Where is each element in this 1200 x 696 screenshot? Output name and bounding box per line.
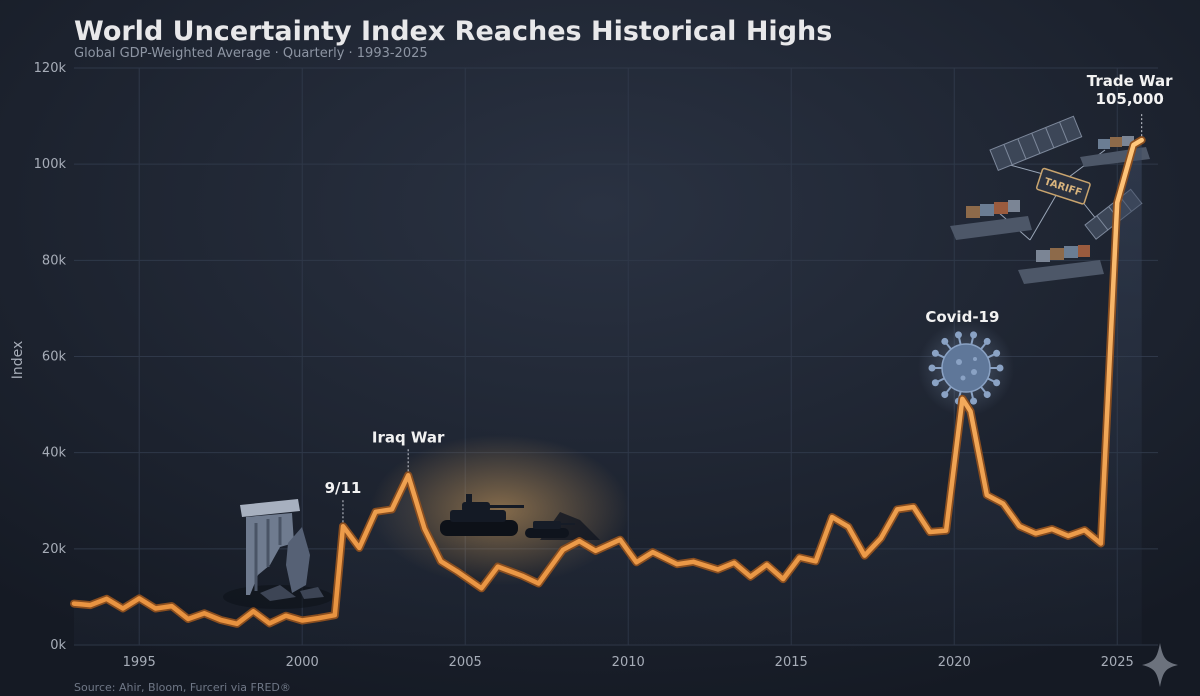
annotation-label: Trade War	[1087, 72, 1173, 90]
chart-subtitle: Global GDP-Weighted Average · Quarterly …	[74, 46, 428, 61]
sparkle-logo-icon	[1142, 643, 1178, 687]
y-axis-ticks: 0k 20k 40k 60k 80k 100k 120k	[34, 61, 67, 653]
x-tick-label: 2005	[449, 655, 482, 670]
source-note: Source: Ahir, Bloom, Furceri via FRED®	[74, 681, 291, 694]
y-tick-label: 60k	[42, 350, 67, 365]
y-tick-label: 80k	[42, 253, 67, 268]
x-tick-label: 1995	[123, 655, 156, 670]
x-tick-label: 2025	[1101, 655, 1134, 670]
x-axis-ticks: 1995 2000 2005 2010 2015 2020 2025	[123, 655, 1134, 670]
y-axis-label: Index	[10, 341, 26, 380]
chart-title: World Uncertainty Index Reaches Historic…	[74, 16, 832, 47]
y-tick-label: 0k	[50, 638, 66, 653]
annotation-label: Iraq War	[372, 428, 445, 446]
x-tick-label: 2000	[286, 655, 319, 670]
annotation-label: Covid-19	[925, 308, 999, 326]
broken-column-icon	[223, 499, 333, 609]
annotation-value: 105,000	[1096, 90, 1164, 108]
series-line	[71, 137, 1144, 627]
x-tick-label: 2010	[612, 655, 645, 670]
annotation-label: 9/11	[325, 479, 362, 497]
x-tick-label: 2015	[775, 655, 808, 670]
annotation: 9/11	[325, 479, 362, 523]
y-tick-label: 100k	[34, 157, 67, 172]
container-ships-icon: TARIFF	[950, 115, 1150, 284]
y-tick-label: 40k	[42, 446, 67, 461]
y-tick-label: 120k	[34, 61, 67, 76]
x-tick-label: 2020	[938, 655, 971, 670]
annotation: Iraq War	[372, 428, 445, 472]
coronavirus-icon	[918, 320, 1014, 416]
annotation: Covid-19	[925, 308, 999, 326]
series-area	[74, 140, 1142, 645]
y-tick-label: 20k	[42, 542, 67, 557]
